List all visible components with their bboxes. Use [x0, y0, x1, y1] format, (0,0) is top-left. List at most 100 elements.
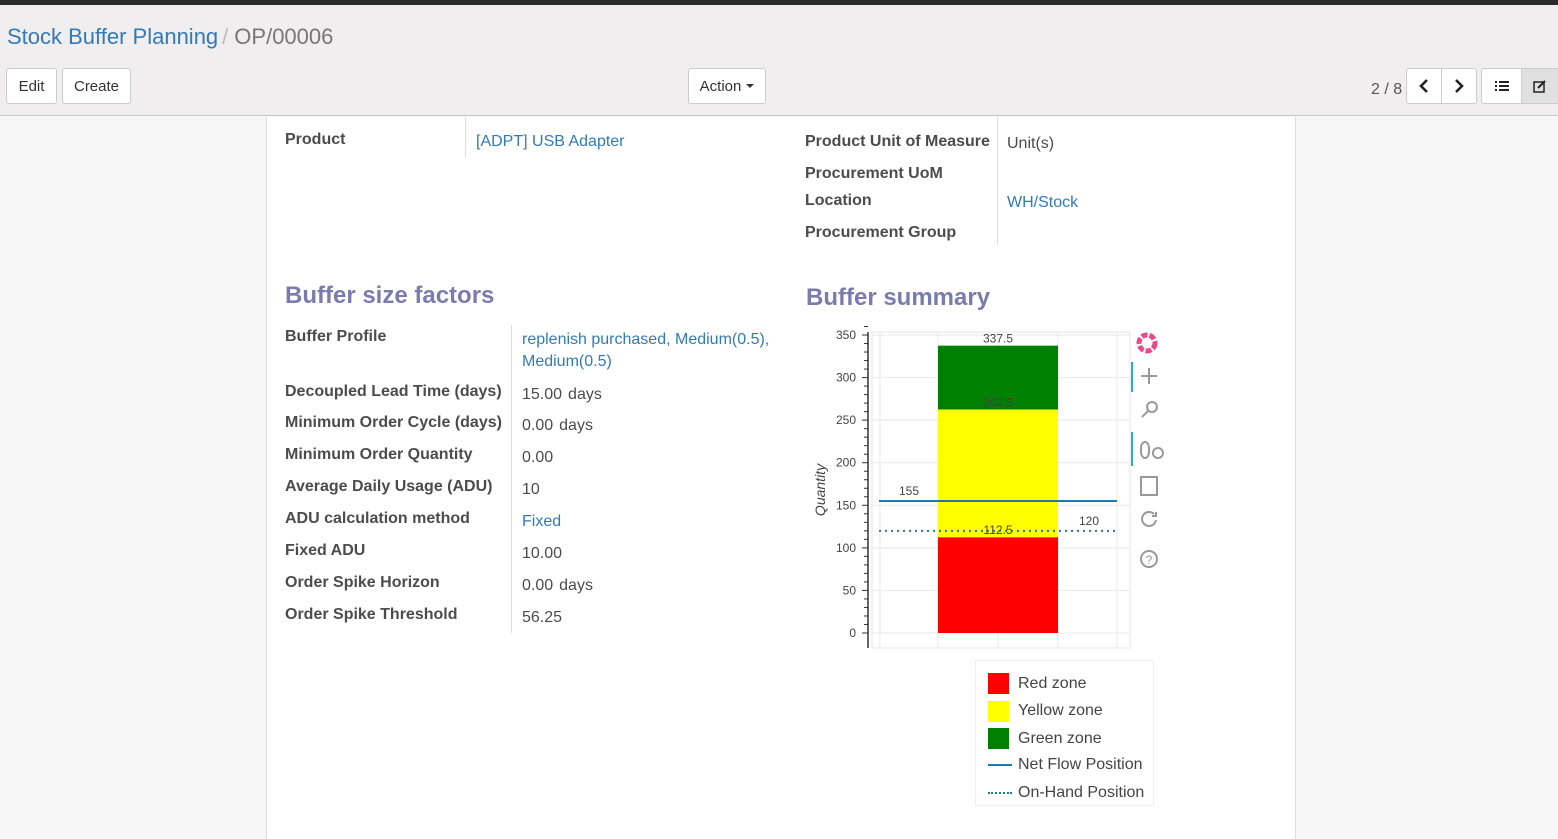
- list-view-button[interactable]: [1481, 68, 1522, 104]
- unit-text: days: [568, 386, 602, 403]
- previous-button[interactable]: [1406, 68, 1442, 104]
- divider: [997, 117, 998, 245]
- factor-label: Average Daily Usage (ADU): [285, 478, 493, 495]
- list-icon: [1494, 81, 1509, 91]
- value-text: Fixed: [522, 513, 562, 530]
- line-data-label: 155: [899, 484, 919, 498]
- bar-yellow-zone: [938, 409, 1058, 538]
- y-tick-label: 200: [836, 456, 856, 470]
- factor-value: 0.00: [522, 449, 553, 467]
- bar-data-label: 112.5: [983, 523, 1012, 537]
- unit-text: days: [559, 577, 593, 594]
- factor-value: 15.00 days: [522, 386, 602, 404]
- legend-line-swatch: [988, 764, 1012, 767]
- value-text: 0.00: [522, 417, 554, 434]
- chevron-left-icon: [1419, 79, 1428, 93]
- bar-green-zone: [938, 345, 1058, 410]
- pager-value: 2 / 8: [1371, 81, 1403, 98]
- factor-value[interactable]: Fixed: [522, 513, 561, 531]
- bar-data-label: 262.5: [983, 396, 1013, 410]
- legend-item: Yellow zone: [988, 700, 1103, 722]
- y-axis-label: Quantity: [812, 463, 828, 516]
- y-tick-label: 300: [836, 371, 856, 385]
- active-tool-indicator: [1131, 432, 1133, 466]
- chart-legend: Red zone Yellow zone Green zone Net Flow Po…: [975, 660, 1154, 806]
- value-text: replenish purchased, Medium(0.5),: [522, 331, 770, 348]
- factor-label: ADU calculation method: [285, 510, 470, 527]
- divider: [465, 117, 466, 157]
- top-bar: [0, 0, 1558, 5]
- action-dropdown[interactable]: Action: [688, 68, 766, 104]
- y-tick-label: 0: [849, 626, 856, 640]
- value-text: 0.00: [522, 577, 554, 594]
- create-button[interactable]: Create: [62, 68, 131, 104]
- y-tick-label: 250: [836, 413, 856, 427]
- breadcrumb: Stock Buffer Planning / OP/00006: [7, 24, 334, 49]
- help-icon: [1140, 550, 1158, 568]
- y-tick-label: 100: [836, 541, 856, 555]
- zoom-tool-handle: [1141, 410, 1149, 418]
- value-text: 0.00: [522, 449, 554, 466]
- legend-item: Red zone: [988, 673, 1087, 694]
- value-text: 10.00: [522, 545, 563, 562]
- zoom-tool-icon: [1146, 401, 1158, 413]
- legend-label: Net Flow Position: [1018, 756, 1143, 774]
- factor-value-cont[interactable]: Medium(0.5): [522, 353, 612, 370]
- legend-line-swatch: [988, 791, 1012, 794]
- legend-item: Green zone: [988, 728, 1102, 750]
- buffer-chart: 0 50 100 150 200 250 300 350 Quantity 112.5 262.5 3…: [812, 325, 1164, 649]
- factor-label: Minimum Order Cycle (days): [285, 414, 502, 431]
- next-button[interactable]: [1441, 68, 1477, 104]
- factor-label: Order Spike Horizon: [285, 574, 440, 591]
- legend-color-swatch: [988, 728, 1009, 750]
- bar-data-label: 337.5: [983, 332, 1013, 346]
- factor-label: Minimum Order Quantity: [285, 446, 473, 463]
- help-icon-glyph: ?: [1146, 553, 1153, 567]
- bar-red-zone: [938, 537, 1058, 633]
- chevron-right-icon: [1455, 79, 1464, 93]
- reset-icon: [1141, 511, 1157, 527]
- breadcrumb-parent[interactable]: Stock Buffer Planning: [7, 24, 219, 49]
- location-label: Location: [805, 192, 872, 209]
- product-link[interactable]: [ADPT] USB Adapter: [476, 133, 625, 150]
- legend-label: On-Hand Position: [1018, 783, 1145, 801]
- procurement-uom-label: Procurement UoM: [805, 165, 943, 182]
- factor-label: Order Spike Threshold: [285, 606, 458, 623]
- factor-value: 56.25: [522, 609, 562, 627]
- legend-item: Net Flow Position: [988, 756, 1143, 774]
- y-tick-label: 150: [836, 498, 856, 512]
- procurement-group-label: Procurement Group: [805, 224, 957, 241]
- form-view-button[interactable]: [1521, 68, 1558, 104]
- buffer-size-factors-title: Buffer size factors: [285, 282, 495, 309]
- wheel-zoom-icon: [1140, 441, 1164, 459]
- caret-down-icon: [746, 84, 755, 88]
- factor-value: 10.00: [522, 545, 562, 563]
- legend-color-swatch: [988, 700, 1009, 722]
- buffer-summary-title: Buffer summary: [806, 284, 991, 311]
- y-tick-label: 350: [836, 328, 856, 342]
- factor-label: Decoupled Lead Time (days): [285, 383, 502, 400]
- pan-tool-icon: [1141, 368, 1157, 384]
- edit-button[interactable]: Edit: [6, 68, 57, 104]
- unit-text: days: [559, 417, 593, 434]
- factor-value: 10: [522, 481, 540, 499]
- value-text: 56.25: [522, 609, 563, 626]
- factor-value[interactable]: replenish purchased, Medium(0.5),: [522, 331, 769, 349]
- breadcrumb-current: OP/00006: [234, 24, 334, 49]
- action-label: Action: [699, 77, 742, 95]
- legend-color-swatch: [988, 673, 1009, 694]
- legend-item: On-Hand Position: [988, 784, 1144, 802]
- control-panel: Stock Buffer Planning / OP/00006 Edit Crea…: [0, 5, 1558, 116]
- edit-icon: [1533, 79, 1546, 93]
- legend-label: Yellow zone: [1018, 702, 1103, 720]
- divider: [511, 325, 512, 633]
- active-tool-indicator: [1131, 362, 1133, 392]
- legend-label: Green zone: [1018, 729, 1102, 747]
- line-data-label: 120: [1079, 514, 1099, 528]
- bokeh-logo-icon: [1136, 332, 1158, 354]
- uom-value: Unit(s): [1007, 135, 1055, 152]
- value-text: 10: [522, 481, 540, 498]
- legend-label: Red zone: [1018, 674, 1087, 692]
- y-tick-label: 50: [843, 583, 857, 597]
- location-link[interactable]: WH/Stock: [1007, 194, 1079, 211]
